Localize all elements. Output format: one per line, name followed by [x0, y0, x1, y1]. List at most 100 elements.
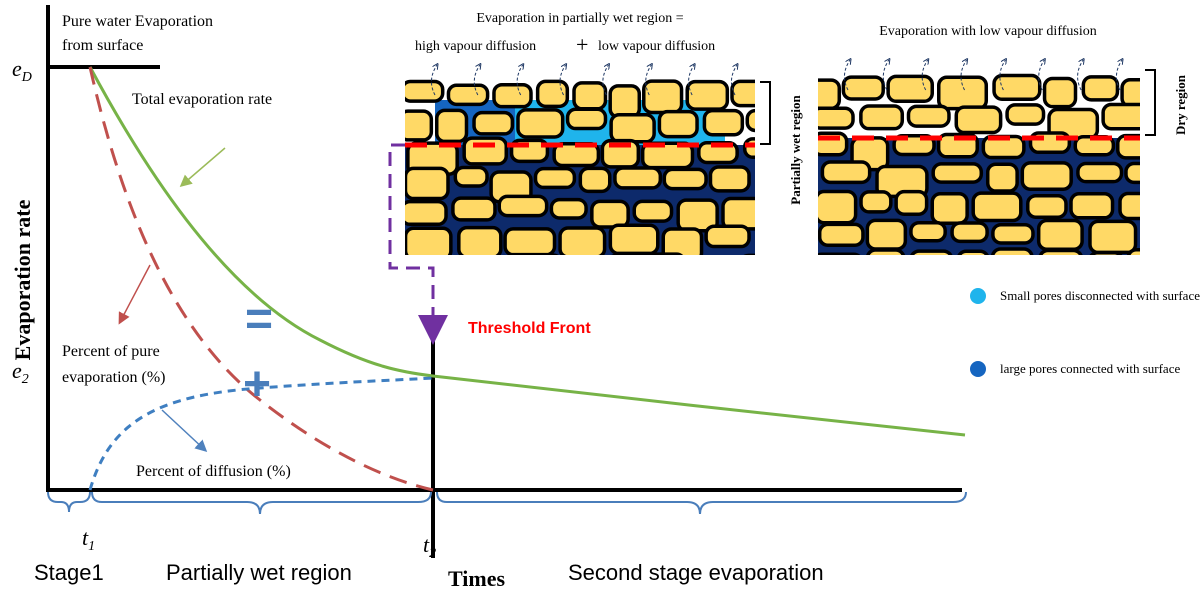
grain	[405, 109, 434, 142]
grain	[608, 84, 642, 119]
vapour	[645, 65, 652, 96]
panel-title: high vapour diffusion	[415, 39, 536, 54]
grain	[894, 189, 929, 216]
pointer	[179, 147, 226, 187]
label: Percent of diffusion (%)	[136, 463, 291, 480]
legend-swatch	[970, 361, 986, 377]
subscript: D	[21, 70, 32, 85]
vapour	[688, 65, 695, 96]
vapour	[921, 60, 928, 91]
grain	[632, 199, 674, 223]
grain	[910, 249, 953, 255]
braces	[47, 491, 967, 515]
grain	[446, 83, 490, 107]
pure-curve	[88, 66, 434, 492]
grain	[657, 109, 699, 139]
grain	[820, 160, 872, 185]
vapour	[559, 65, 566, 96]
grain	[906, 104, 951, 128]
grain	[1036, 218, 1084, 251]
grain	[1042, 76, 1078, 109]
grain	[937, 75, 989, 111]
symbol: +	[243, 358, 271, 411]
grain	[609, 112, 656, 144]
legend-label: Small pores disconnected with surface	[1000, 288, 1200, 303]
pointer	[118, 264, 151, 325]
grain	[549, 197, 588, 220]
grain	[865, 218, 908, 251]
threshold-label: Threshold Front	[468, 320, 591, 337]
grain	[1076, 161, 1124, 184]
grain	[971, 191, 1023, 223]
grain	[991, 222, 1035, 245]
vapour	[516, 65, 523, 96]
grain	[886, 74, 934, 104]
vapour	[431, 65, 437, 96]
grain	[1081, 75, 1120, 102]
total-curve	[88, 66, 966, 437]
grain	[405, 199, 448, 227]
side-label: Partially wet region	[788, 94, 803, 204]
panel-title: Evaporation with low vapour diffusion	[879, 24, 1097, 39]
grain	[990, 247, 1034, 255]
grain	[957, 249, 989, 255]
bracket	[760, 81, 771, 145]
grain	[516, 108, 565, 139]
vapour	[731, 65, 737, 96]
grain	[451, 196, 497, 222]
grain	[578, 166, 612, 194]
grain	[1038, 248, 1083, 255]
grain	[1124, 161, 1140, 185]
grain	[457, 225, 503, 255]
grain	[1026, 193, 1068, 219]
x-axis-label: Times	[448, 566, 505, 591]
symbol: t	[82, 525, 89, 550]
grain	[1069, 192, 1115, 220]
grain	[492, 82, 533, 109]
grain	[708, 165, 751, 193]
grain	[434, 108, 469, 144]
grain	[642, 79, 684, 115]
soil-panel	[405, 79, 755, 288]
grain	[572, 81, 608, 111]
grain	[640, 141, 695, 170]
grain	[405, 166, 450, 201]
vapour	[999, 60, 1006, 91]
grain	[462, 136, 509, 166]
grain	[745, 108, 755, 133]
grain	[1020, 161, 1073, 191]
level-label: eD	[12, 56, 32, 85]
threshold-arrow	[388, 143, 448, 345]
stage-label: Stage1	[34, 560, 104, 585]
symbol: =	[245, 293, 273, 346]
grain	[565, 107, 608, 131]
grain	[611, 253, 637, 255]
grain	[1118, 191, 1140, 221]
side-label: Dry region	[1173, 74, 1188, 135]
grain	[405, 79, 445, 103]
grain	[985, 162, 1019, 193]
grain	[909, 220, 947, 243]
grain	[818, 78, 842, 111]
label: evaporation (%)	[62, 369, 166, 386]
grain	[1088, 219, 1138, 255]
grain	[558, 226, 607, 255]
grain	[702, 108, 745, 137]
soil-panels	[405, 60, 1140, 288]
pointer	[161, 409, 208, 453]
grain	[721, 196, 755, 231]
grain	[742, 137, 755, 160]
grain	[954, 105, 1003, 135]
grain	[661, 227, 704, 255]
time-label: t1	[82, 525, 95, 554]
grain	[818, 106, 855, 130]
grain	[567, 257, 604, 288]
grain	[1126, 248, 1140, 255]
grain	[533, 166, 577, 190]
stage-label: Partially wet region	[166, 560, 352, 585]
vapour	[602, 65, 609, 96]
panel-title: Evaporation in partially wet region =	[476, 11, 683, 26]
label: Percent of pure	[62, 343, 160, 360]
vapour	[960, 60, 967, 91]
